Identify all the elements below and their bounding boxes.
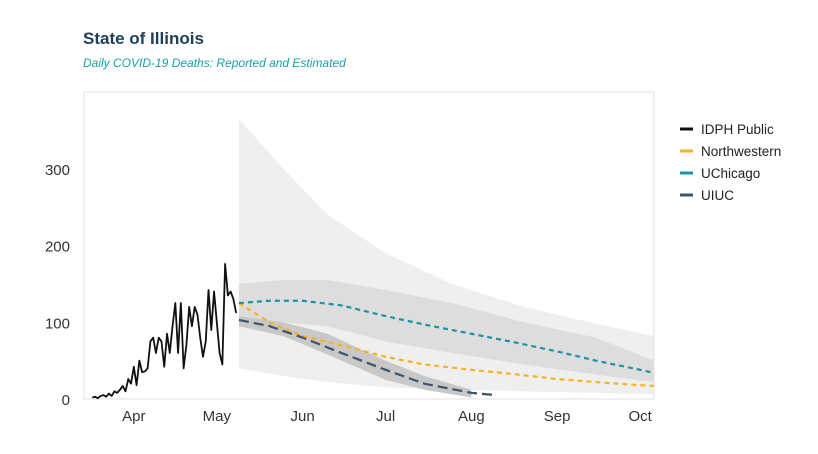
y-tick-label: 0 xyxy=(62,392,70,409)
legend-label: IDPH Public xyxy=(701,122,774,137)
x-axis: Apr May Jun Jul Aug Sep Oct xyxy=(122,408,653,425)
legend: IDPH Public Northwestern UChicago UIUC xyxy=(680,122,781,203)
series-lines xyxy=(92,263,655,400)
legend-item: IDPH Public xyxy=(680,122,774,137)
x-tick-label: Oct xyxy=(628,408,652,425)
y-axis: 0 100 200 300 xyxy=(45,162,70,409)
x-tick-label: May xyxy=(203,408,232,425)
legend-item: UIUC xyxy=(680,188,734,203)
legend-item: UChicago xyxy=(680,166,760,181)
x-tick-label: Aug xyxy=(458,408,485,425)
series-line-uchicago xyxy=(238,299,655,374)
x-tick-label: Sep xyxy=(544,408,571,425)
legend-label: UIUC xyxy=(701,188,734,203)
uncertainty-bands xyxy=(238,118,654,398)
series-line-idph-public xyxy=(92,263,238,400)
band-middle-interval xyxy=(238,280,654,383)
x-tick-label: Jun xyxy=(290,408,314,425)
legend-item: Northwestern xyxy=(680,144,781,159)
plot-frame xyxy=(83,91,655,400)
x-tick-label: Apr xyxy=(122,408,145,425)
series-line-northwestern xyxy=(238,302,655,388)
series-line-uiuc xyxy=(238,318,497,397)
y-tick-label: 300 xyxy=(45,162,70,179)
legend-label: UChicago xyxy=(701,166,760,181)
y-tick-label: 200 xyxy=(45,239,70,256)
legend-label: Northwestern xyxy=(701,144,781,159)
y-tick-label: 100 xyxy=(45,315,70,332)
chart-subtitle: Daily COVID-19 Deaths: Reported and Esti… xyxy=(83,56,346,70)
x-tick-label: Jul xyxy=(376,408,395,425)
chart-title: State of Illinois xyxy=(83,29,204,48)
